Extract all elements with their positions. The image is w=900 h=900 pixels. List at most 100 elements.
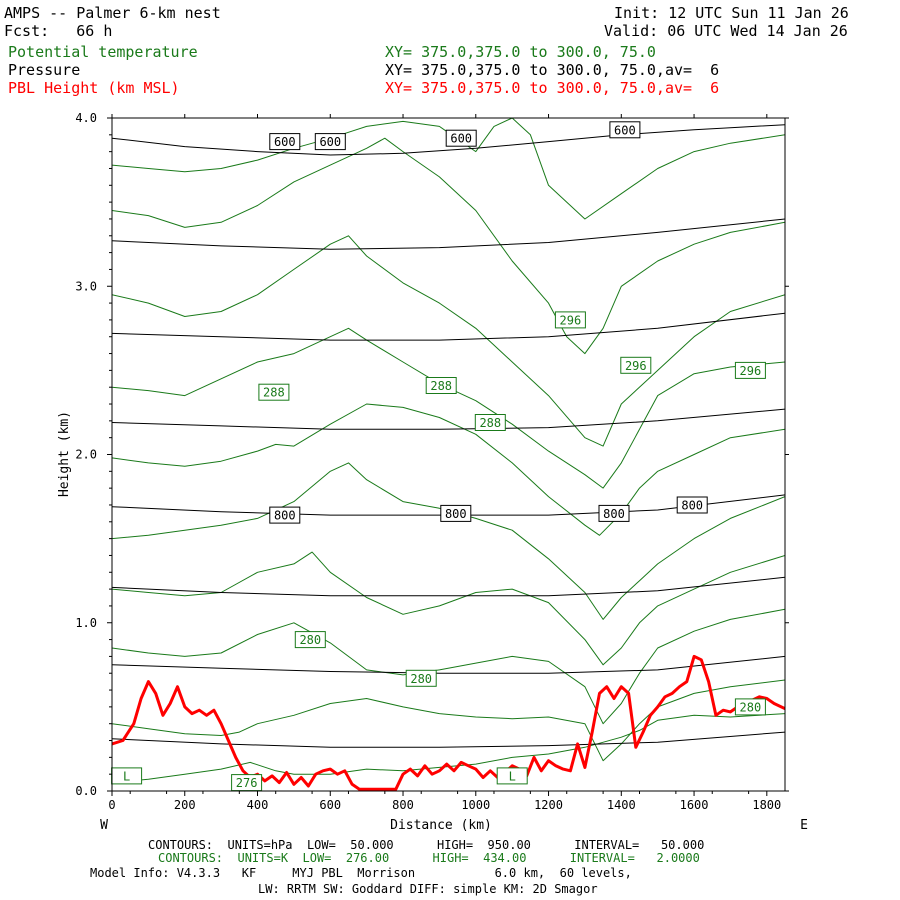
series-line-pressure-700-hpa <box>112 312 785 341</box>
series-line-theta-contour-i <box>112 137 785 355</box>
contour-label-text: 280 <box>410 672 432 686</box>
field-pbl-height: PBL Height (km MSL) <box>8 79 180 97</box>
east-label: E <box>800 818 808 833</box>
field-pbl-height-xy: XY= 375.0,375.0 to 300.0, 75.0,av= 6 <box>385 79 720 97</box>
contour-label-box <box>314 133 346 151</box>
contour-label-box <box>474 414 506 431</box>
contour-label-text: 800 <box>445 507 467 521</box>
contour-label: 280 <box>405 669 437 687</box>
contour-label-text: 288 <box>479 416 501 430</box>
series-line-pressure-900-hpa <box>112 655 785 674</box>
contour-label-box <box>269 133 301 151</box>
x-tick-label: 1600 <box>680 798 709 812</box>
y-tick-label: 0.0 <box>75 784 97 798</box>
plot-frame <box>111 117 786 792</box>
contour-label-box <box>445 129 477 147</box>
series-line-pressure-650-hpa <box>112 218 785 250</box>
x-tick-label: 1400 <box>607 798 636 812</box>
contour-label-text: 280 <box>299 633 321 647</box>
x-tick-label: 1000 <box>461 798 490 812</box>
contour-label: L <box>111 767 143 785</box>
physics-info: LW: RRTM SW: Goddard DIFF: simple KM: 2D… <box>258 882 598 896</box>
contour-label-text: L <box>123 769 130 783</box>
init-time: Init: 12 UTC Sun 11 Jan 26 <box>614 4 849 22</box>
field-pressure-xy: XY= 375.0,375.0 to 300.0, 75.0,av= 6 <box>385 61 720 79</box>
contour-label-text: 296 <box>625 359 647 373</box>
contour-label-box <box>609 121 641 139</box>
series-line-theta-contour-c <box>112 608 785 725</box>
contour-label-box <box>734 698 766 716</box>
contour-label: 600 <box>269 133 301 151</box>
contour-label: 296 <box>734 361 766 379</box>
contour-label: 288 <box>474 414 506 431</box>
y-tick-label: 2.0 <box>75 448 97 462</box>
contour-label-box <box>269 506 301 524</box>
contour-label-text: 280 <box>740 700 762 714</box>
contour-label-text: 288 <box>263 386 285 400</box>
y-axis-label: Height (km) <box>57 411 72 497</box>
contour-label-text: 800 <box>603 507 625 521</box>
contour-label: 276 <box>231 774 263 792</box>
contour-label: 800 <box>440 504 472 522</box>
contour-label-text: 288 <box>430 379 452 393</box>
model-info: Model Info: V4.3.3 KF MYJ PBL Morrison 6… <box>90 866 632 880</box>
contour-label-text: 296 <box>560 313 582 327</box>
contour-label-box <box>258 383 290 401</box>
contour-label: 280 <box>734 698 766 716</box>
contour-label-box <box>676 496 708 514</box>
contour-label: 600 <box>314 133 346 151</box>
contour-label-text: 600 <box>319 135 341 149</box>
contour-label-text: 296 <box>740 364 762 378</box>
x-tick-label: 400 <box>247 798 269 812</box>
y-tick-label: 1.0 <box>75 616 97 630</box>
x-tick-label: 0 <box>108 798 115 812</box>
series-line-theta-contour-h <box>112 235 785 447</box>
field-pressure: Pressure <box>8 61 81 79</box>
contour-label: 288 <box>425 377 457 394</box>
contour-label-box <box>734 361 766 379</box>
model-title: AMPS -- Palmer 6-km nest <box>4 4 221 22</box>
series-line-theta-contour-f <box>112 403 785 536</box>
contour-label-box <box>554 311 586 329</box>
forecast-hour: Fcst: 66 h <box>4 22 113 40</box>
series-line-pressure-600-hpa <box>112 124 785 156</box>
contour-label: 600 <box>609 121 641 139</box>
contour-label: 296 <box>554 311 586 329</box>
series-line-theta-contour-g <box>112 327 785 489</box>
y-tick-label: 4.0 <box>75 111 97 125</box>
contour-label-text: 600 <box>450 132 472 146</box>
contour-label: 600 <box>445 129 477 147</box>
contour-label-text: 800 <box>274 509 296 523</box>
x-tick-label: 200 <box>174 798 196 812</box>
field-potential-temperature: Potential temperature <box>8 43 198 61</box>
contour-label: 800 <box>676 496 708 514</box>
contour-label: 800 <box>598 504 630 522</box>
pressure-contour-info: CONTOURS: UNITS=hPa LOW= 50.000 HIGH= 95… <box>148 838 705 852</box>
x-tick-label: 800 <box>392 798 414 812</box>
contour-label: L <box>496 767 528 785</box>
theta-contour-info: CONTOURS: UNITS=K LOW= 276.00 HIGH= 434.… <box>158 851 700 865</box>
west-label: W <box>100 818 108 833</box>
x-axis-label: Distance (km) <box>390 818 492 833</box>
y-tick-label: 3.0 <box>75 279 97 293</box>
series-line-pressure-800-hpa <box>112 494 785 516</box>
series-line-theta-contour-d <box>112 551 785 666</box>
contour-label-text: 600 <box>274 135 296 149</box>
x-tick-label: 1800 <box>752 798 781 812</box>
series-line-theta-contour-b <box>112 679 785 762</box>
contour-label-box <box>496 767 528 785</box>
series-line-theta-contour-j <box>112 118 785 220</box>
contour-label-text: L <box>509 769 516 783</box>
contour-label: 288 <box>258 383 290 401</box>
series-line-pressure-950-hpa <box>112 731 785 748</box>
series-line-pbl-height <box>112 654 785 791</box>
series-line-pressure-850-hpa <box>112 576 785 597</box>
field-potential-temperature-xy: XY= 375.0,375.0 to 300.0, 75.0 <box>385 43 656 61</box>
x-tick-label: 1200 <box>534 798 563 812</box>
series-line-pressure-750-hpa <box>112 408 785 430</box>
contour-label-box <box>425 377 457 394</box>
contour-label-box <box>440 504 472 522</box>
contour-label: 280 <box>294 631 326 649</box>
contour-label-box <box>405 669 437 687</box>
